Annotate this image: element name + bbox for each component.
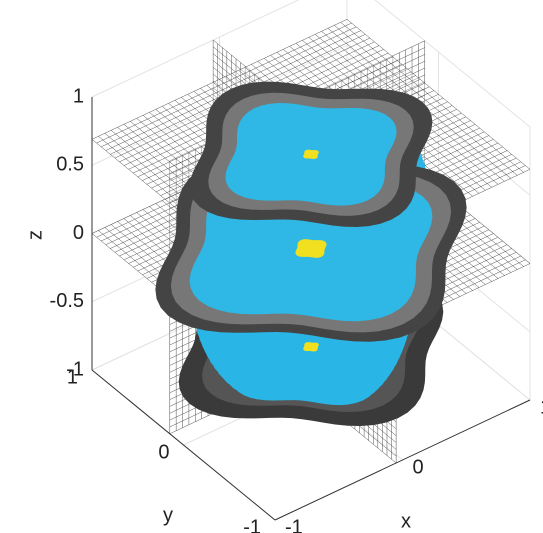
y-axis-label: y bbox=[163, 504, 173, 526]
x-tick-label: 0 bbox=[413, 456, 424, 478]
page: -1-0.500.51-101-101 z y x (() => { const… bbox=[0, 0, 543, 533]
z-tick-label: -0.5 bbox=[50, 290, 84, 312]
core-spot bbox=[295, 239, 326, 258]
y-tick-label: 1 bbox=[67, 366, 78, 388]
z-tick-label: 0 bbox=[73, 222, 84, 244]
chart: -1-0.500.51-101-101 z y x bbox=[0, 0, 543, 533]
x-tick-label: -1 bbox=[285, 516, 303, 533]
z-axis-label: z bbox=[24, 230, 46, 240]
z-tick-label: 1 bbox=[73, 85, 84, 107]
x-axis-label: x bbox=[401, 510, 411, 532]
core-spot bbox=[303, 342, 319, 351]
y-tick-label: -1 bbox=[243, 516, 261, 533]
z-tick-label: 0.5 bbox=[56, 154, 84, 176]
y-tick-label: 0 bbox=[158, 441, 169, 463]
core-spot bbox=[303, 150, 319, 159]
